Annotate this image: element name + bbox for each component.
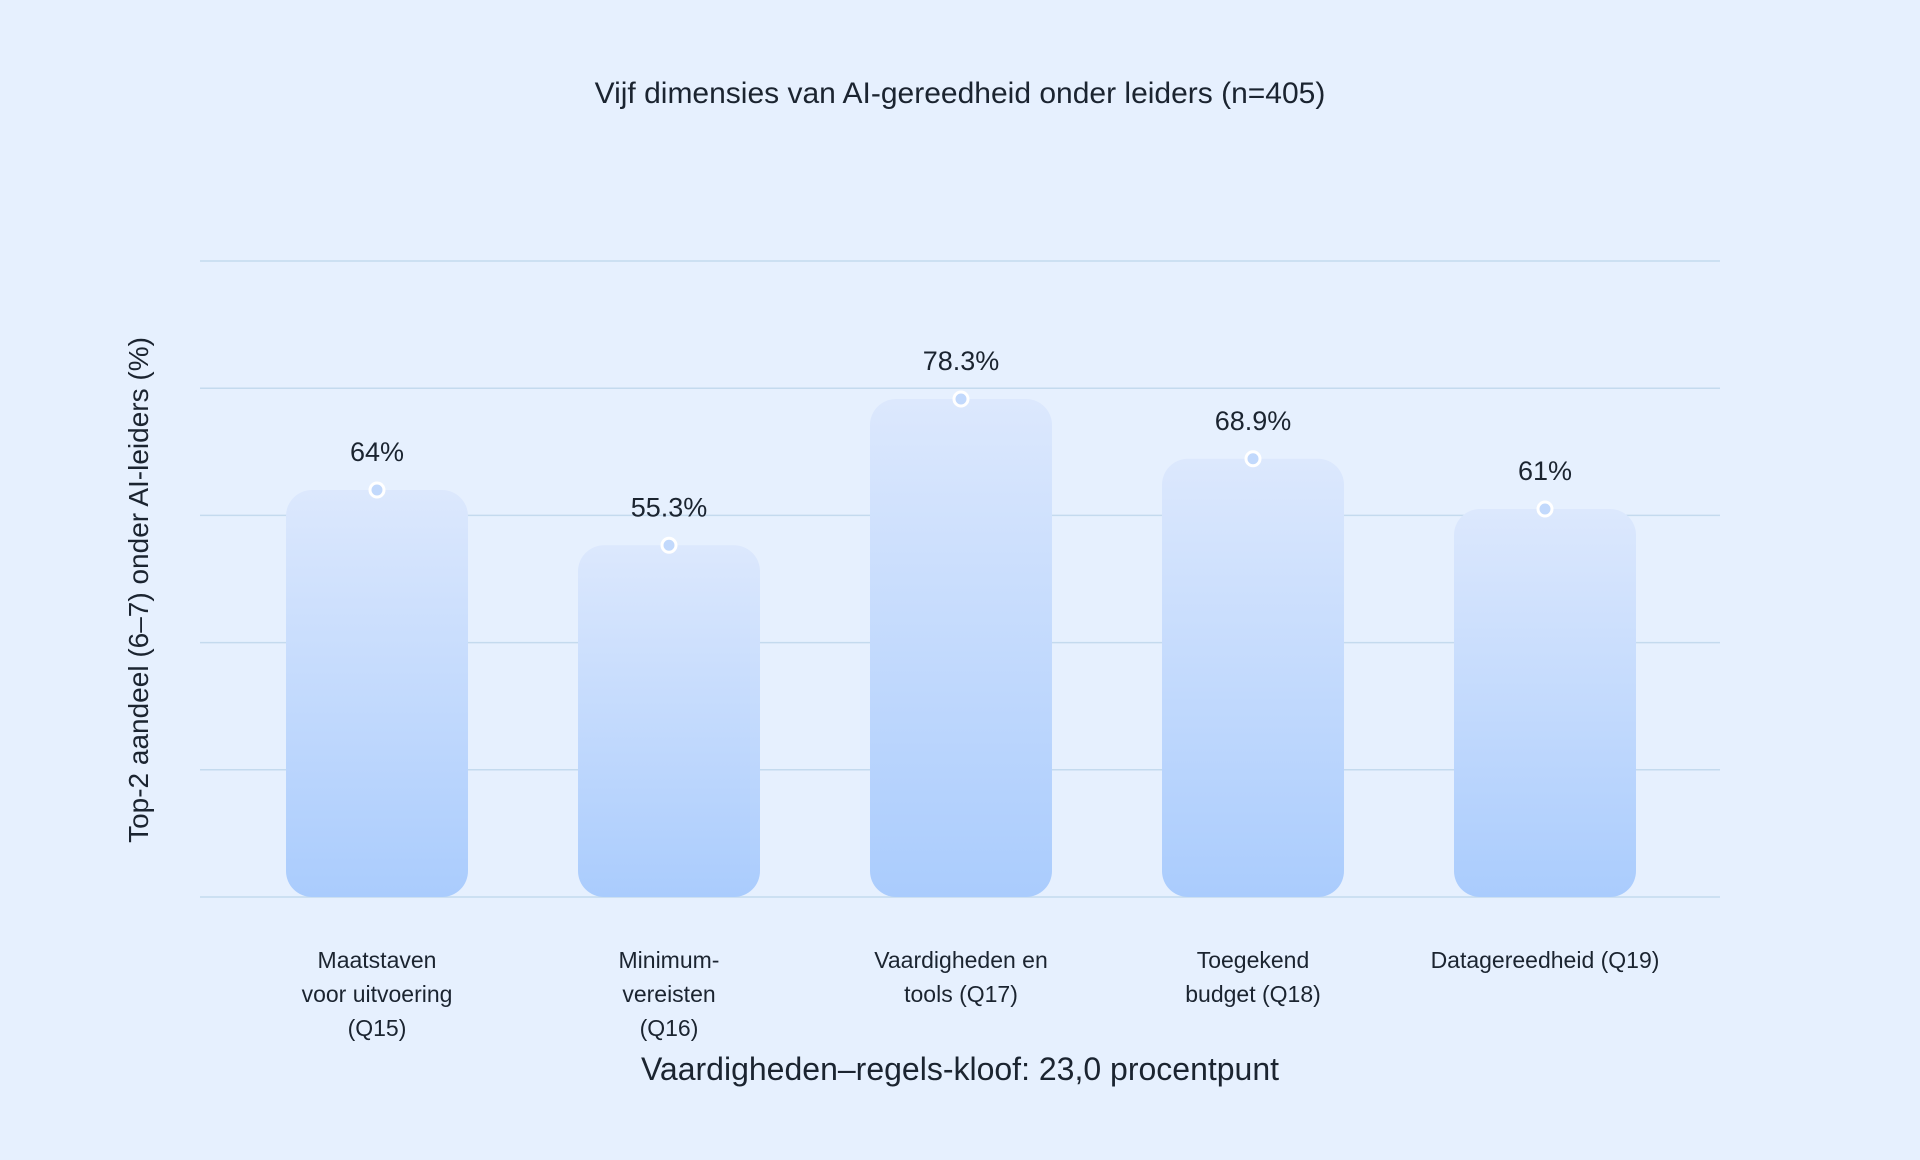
gap-annotation: Vaardigheden–regels-kloof: 23,0 procentp… bbox=[641, 1051, 1279, 1087]
category-label: Maatstaven voor uitvoering (Q15) bbox=[302, 947, 453, 1041]
bar-value-label: 68.9% bbox=[1215, 406, 1292, 436]
category-label-line: Maatstaven bbox=[318, 947, 437, 973]
category-label-line: tools (Q17) bbox=[904, 981, 1018, 1007]
bar-top-marker bbox=[1244, 450, 1262, 468]
category-label: Vaardigheden en tools (Q17) bbox=[874, 947, 1048, 1007]
bar bbox=[578, 545, 760, 897]
bar-value-label: 78.3% bbox=[923, 346, 1000, 376]
bar bbox=[1162, 458, 1344, 897]
category-label-line: Minimum- bbox=[619, 947, 720, 973]
category-label: Minimum-vereisten (Q16) bbox=[619, 947, 720, 1041]
category-labels: Maatstaven voor uitvoering (Q15) Minimum-ve… bbox=[302, 947, 1660, 1041]
category-label-line: budget (Q18) bbox=[1185, 981, 1321, 1007]
chart-title: Vijf dimensies van AI-gereedheid onder l… bbox=[595, 77, 1326, 110]
bar-group: 78.3% bbox=[870, 346, 1052, 897]
bar-top-marker bbox=[1536, 500, 1554, 518]
bar-group: 61% bbox=[1454, 456, 1636, 897]
category-label-line: Toegekend bbox=[1197, 947, 1310, 973]
bar-value-label: 55.3% bbox=[631, 492, 708, 522]
category-label-line: (Q15) bbox=[348, 1015, 407, 1041]
bars: 64% 55.3% 78.3% 68.9% 61% bbox=[286, 346, 1636, 897]
category-label: Datagereedheid (Q19) bbox=[1431, 947, 1660, 973]
category-label-line: Datagereedheid (Q19) bbox=[1431, 947, 1660, 973]
category-label-line: Vaardigheden en bbox=[874, 947, 1048, 973]
bar-top-marker bbox=[952, 390, 970, 408]
bar bbox=[1454, 509, 1636, 897]
category-label: Toegekend budget (Q18) bbox=[1185, 947, 1321, 1007]
category-label-line: (Q16) bbox=[640, 1015, 699, 1041]
bar-value-label: 64% bbox=[350, 437, 404, 467]
bar-value-label: 61% bbox=[1518, 456, 1572, 486]
category-label-line: vereisten bbox=[622, 981, 715, 1007]
bar-top-marker bbox=[368, 481, 386, 499]
y-axis-label: Top-2 aandeel (6–7) onder AI-leiders (%) bbox=[123, 337, 154, 843]
bar-group: 55.3% bbox=[578, 492, 760, 897]
category-label-line: voor uitvoering bbox=[302, 981, 453, 1007]
bar bbox=[286, 489, 468, 897]
bar-group: 64% bbox=[286, 437, 468, 897]
bar bbox=[870, 399, 1052, 897]
bar-group: 68.9% bbox=[1162, 406, 1344, 897]
bar-top-marker bbox=[660, 536, 678, 554]
